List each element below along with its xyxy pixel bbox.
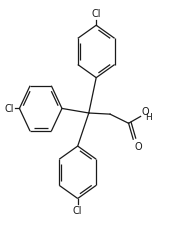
Text: Cl: Cl	[5, 104, 14, 114]
Text: Cl: Cl	[91, 9, 101, 19]
Text: O: O	[141, 106, 149, 116]
Text: H: H	[145, 113, 151, 122]
Text: O: O	[134, 141, 142, 151]
Text: Cl: Cl	[73, 205, 83, 215]
